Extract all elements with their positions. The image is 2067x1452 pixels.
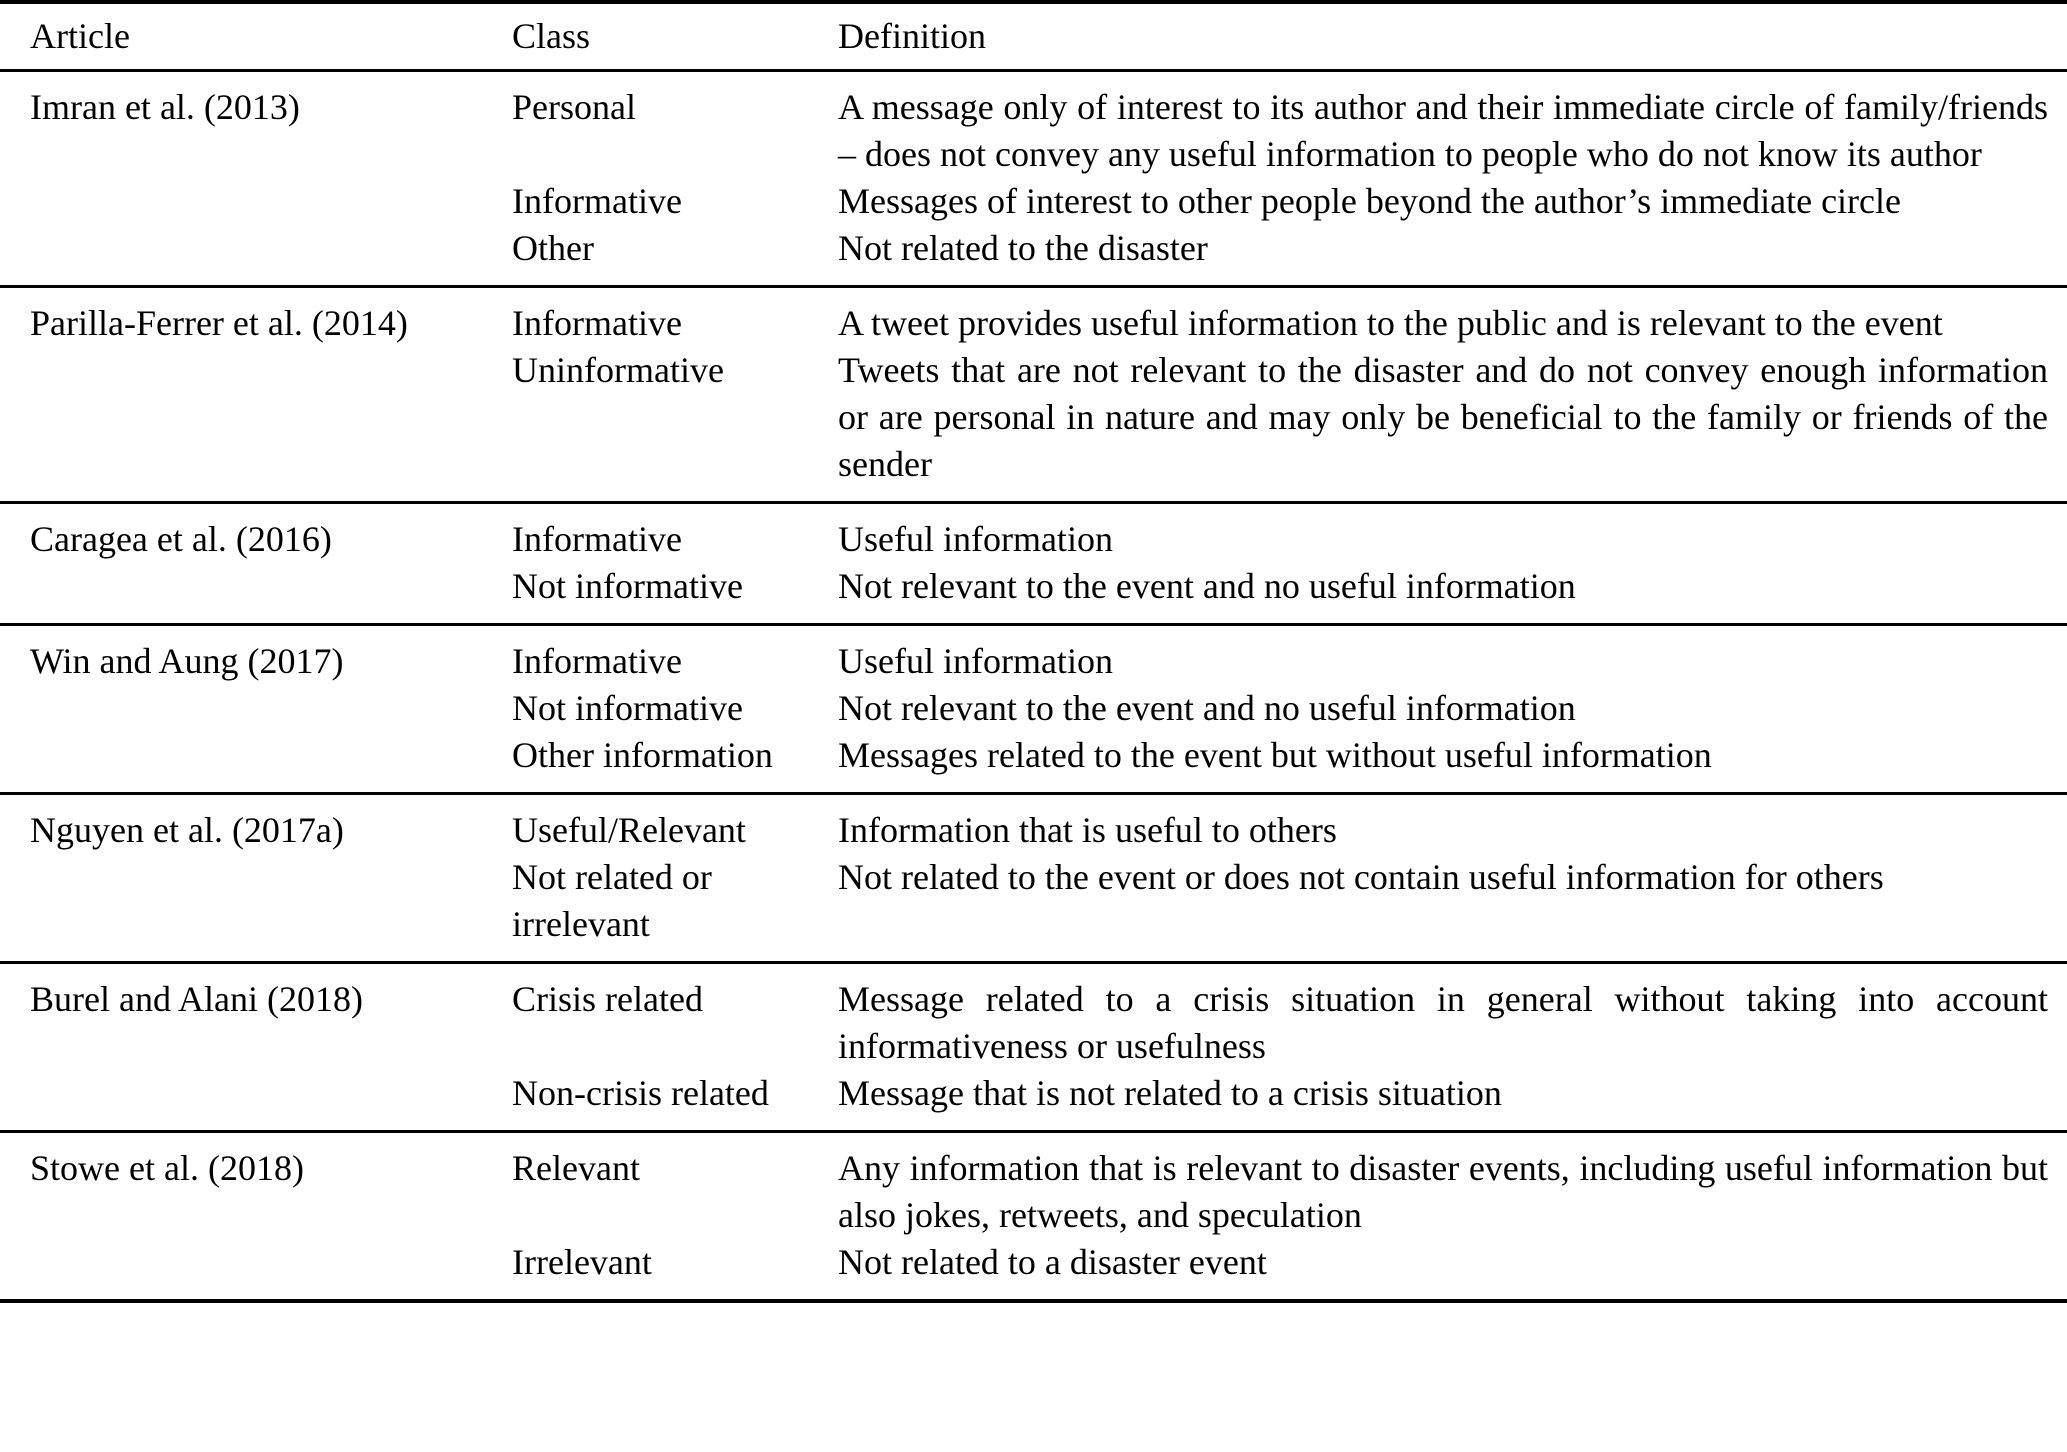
class-definition-pair: Informative A tweet provides useful info… [512,300,2048,347]
class-definition-list: Personal A message only of interest to i… [512,84,2048,272]
definition-cell: Not relevant to the event and no useful … [838,688,1576,728]
article-cell: Win and Aung (2017) [30,641,344,681]
definition-cell: Not related to a disaster event [838,1242,1267,1282]
table-row: Caragea et al. (2016) Informative Useful… [0,501,2067,623]
class-definition-list: Informative Useful information Not infor… [512,516,2048,610]
definition-cell: A tweet provides useful information to t… [838,303,1943,343]
definition-cell: Messages of interest to other people bey… [838,181,1902,221]
class-definition-pair: Irrelevant Not related to a disaster eve… [512,1239,2048,1286]
class-definition-list: Relevant Any information that is relevan… [512,1145,2048,1286]
definition-cell: Useful information [838,519,1113,559]
class-definition-list: Informative Useful information Not infor… [512,638,2048,779]
class-cell: Informative [512,303,682,343]
article-cell: Imran et al. (2013) [30,87,300,127]
table-row: Imran et al. (2013) Personal A message o… [0,69,2067,285]
column-header-definition: Definition [838,16,986,56]
column-header-class: Class [512,16,591,56]
class-cell: Not informative [512,566,743,606]
class-definition-pair: Not informative Not relevant to the even… [512,563,2048,610]
definition-cell: Tweets that are not relevant to the disa… [838,350,2048,484]
table-row: Win and Aung (2017) Informative Useful i… [0,623,2067,792]
class-definition-pair: Not related or irrelevant Not related to… [512,854,2048,948]
class-cell: Other [512,228,594,268]
article-cell: Nguyen et al. (2017a) [30,810,344,850]
class-definition-pair: Not informative Not relevant to the even… [512,685,2048,732]
article-cell: Stowe et al. (2018) [30,1148,304,1188]
class-cell: Useful/Relevant [512,810,746,850]
definition-cell: Not related to the disaster [838,228,1208,268]
class-definition-list: Crisis related Message related to a cris… [512,976,2048,1117]
class-cell: Personal [512,87,636,127]
definition-cell: Not related to the event or does not con… [838,857,1884,897]
article-cell: Parilla-Ferrer et al. (2014) [30,303,408,343]
class-definition-pair: Crisis related Message related to a cris… [512,976,2048,1070]
class-cell: Irrelevant [512,1242,652,1282]
class-definition-pair: Informative Useful information [512,516,2048,563]
table-row: Stowe et al. (2018) Relevant Any informa… [0,1130,2067,1299]
class-cell: Relevant [512,1148,640,1188]
class-definition-pair: Personal A message only of interest to i… [512,84,2048,178]
class-definition-pair: Useful/Relevant Information that is usef… [512,807,2048,854]
class-cell: Not informative [512,688,743,728]
class-cell: Not related or irrelevant [512,857,712,944]
class-definition-pair: Uninformative Tweets that are not releva… [512,347,2048,488]
class-definition-pair: Non-crisis related Message that is not r… [512,1070,2048,1117]
classification-scheme-table: Article Class Definition Imran et al. (2… [0,0,2067,1303]
class-definition-list: Useful/Relevant Information that is usef… [512,807,2048,948]
table-body: Imran et al. (2013) Personal A message o… [0,69,2067,1299]
class-cell: Informative [512,181,682,221]
class-cell: Non-crisis related [512,1073,769,1113]
column-header-article: Article [30,16,130,56]
table-header-row: Article Class Definition [0,4,2067,69]
class-cell: Informative [512,519,682,559]
class-cell: Uninformative [512,350,724,390]
table-row: Parilla-Ferrer et al. (2014) Informative… [0,285,2067,501]
definition-cell: Message that is not related to a crisis … [838,1073,1502,1113]
table-row: Nguyen et al. (2017a) Useful/Relevant In… [0,792,2067,961]
article-cell: Burel and Alani (2018) [30,979,363,1019]
class-definition-pair: Other information Messages related to th… [512,732,2048,779]
class-cell: Other information [512,735,773,775]
class-definition-pair: Other Not related to the disaster [512,225,2048,272]
class-definition-pair: Informative Useful information [512,638,2048,685]
definition-cell: A message only of interest to its author… [838,87,2048,174]
definition-cell: Not relevant to the event and no useful … [838,566,1576,606]
definition-cell: Any information that is relevant to disa… [838,1148,2048,1235]
article-cell: Caragea et al. (2016) [30,519,332,559]
definition-cell: Information that is useful to others [838,810,1337,850]
definition-cell: Messages related to the event but withou… [838,735,1712,775]
table-row: Burel and Alani (2018) Crisis related Me… [0,961,2067,1130]
definition-cell: Message related to a crisis situation in… [838,979,2048,1066]
class-definition-list: Informative A tweet provides useful info… [512,300,2048,488]
class-definition-pair: Relevant Any information that is relevan… [512,1145,2048,1239]
class-cell: Informative [512,641,682,681]
class-definition-pair: Informative Messages of interest to othe… [512,178,2048,225]
class-cell: Crisis related [512,979,703,1019]
definition-cell: Useful information [838,641,1113,681]
